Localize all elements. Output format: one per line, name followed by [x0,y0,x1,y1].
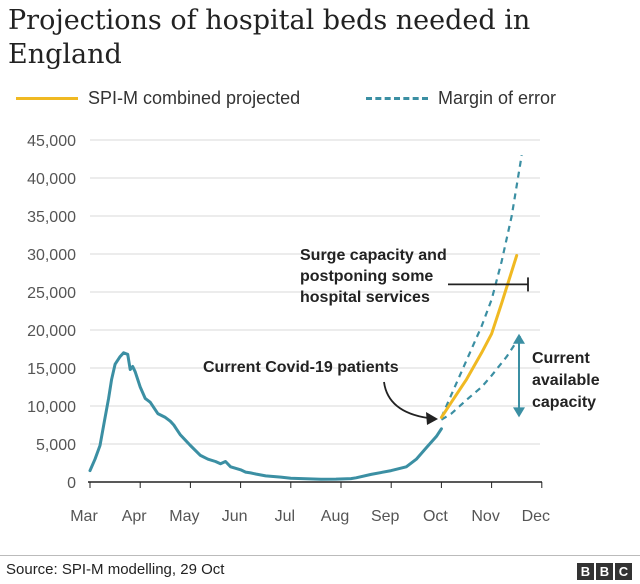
annotation-available-capacity: Current available capacity [532,350,600,411]
capacity-arrowhead-bottom [513,407,525,418]
x-tick-label: Jul [275,508,295,525]
annotation-current-patients: Current Covid-19 patients [203,359,399,376]
legend-label-projection: SPI-M combined projected [88,88,301,108]
axis-layer: 0 5,000 10,000 15,000 20,000 25,000 30,000 35,0… [27,133,550,525]
annotation-surge-line: postponing some [300,268,433,285]
x-tick-label: Apr [122,508,148,525]
bbc-logo-letter: B [596,563,613,580]
x-tick-label: Dec [522,508,550,525]
y-tick-label: 15,000 [27,361,76,378]
legend-swatch-margin [366,97,428,100]
x-tick-label: May [169,508,199,525]
y-tick-label: 0 [67,475,76,492]
series-layer [88,155,523,481]
capacity-arrowhead-top [513,333,525,344]
legend-item-margin: Margin of error [366,88,556,109]
legend-item-projection: SPI-M combined projected [16,88,300,109]
y-tick-label: 30,000 [27,247,76,264]
y-tick-label: 25,000 [27,285,76,302]
chart-legend: SPI-M combined projected Margin of error [16,88,626,114]
source-note: Source: SPI-M modelling, 29 Oct [6,561,225,578]
series-line-projection [439,254,519,419]
y-tick-label: 45,000 [27,133,76,150]
chart-plot: Current Covid-19 patients Surge capacity … [27,133,600,525]
bbc-logo-letter: C [615,563,632,580]
annotation-capacity-line: capacity [532,394,596,411]
annotation-capacity-line: available [532,372,600,389]
series-line-margin-lower [440,333,523,421]
x-tick-label: Mar [70,508,98,525]
annotation-surge-line: hospital services [300,289,430,306]
annotation-arrowhead-current [426,412,438,425]
x-tick-label: Oct [423,508,448,525]
legend-swatch-projection [16,97,78,100]
bbc-logo-letter: B [577,563,594,580]
footer-divider [0,555,640,556]
series-line-current-patients [88,351,443,481]
annotation-arrow-current [383,381,429,419]
x-tick-label: Aug [321,508,349,525]
legend-label-margin: Margin of error [438,88,557,108]
y-tick-label: 5,000 [36,437,76,454]
bbc-logo: B B C [577,563,632,580]
x-tick-label: Jun [222,508,248,525]
x-tick-label: Sep [371,508,400,525]
y-tick-label: 35,000 [27,209,76,226]
series-line-margin-upper [440,155,523,418]
x-tick-label: Nov [471,508,499,525]
annotation-layer: Current Covid-19 patients Surge capacity … [203,247,600,425]
y-tick-label: 40,000 [27,171,76,188]
annotation-surge-capacity: Surge capacity and postponing some hospita… [300,247,447,306]
annotation-surge-line: Surge capacity and [300,247,447,264]
y-tick-label: 20,000 [27,323,76,340]
y-tick-label: 10,000 [27,399,76,416]
chart-title: Projections of hospital beds needed in E… [8,5,531,70]
grid-layer [90,139,540,445]
annotation-capacity-line: Current [532,350,590,367]
